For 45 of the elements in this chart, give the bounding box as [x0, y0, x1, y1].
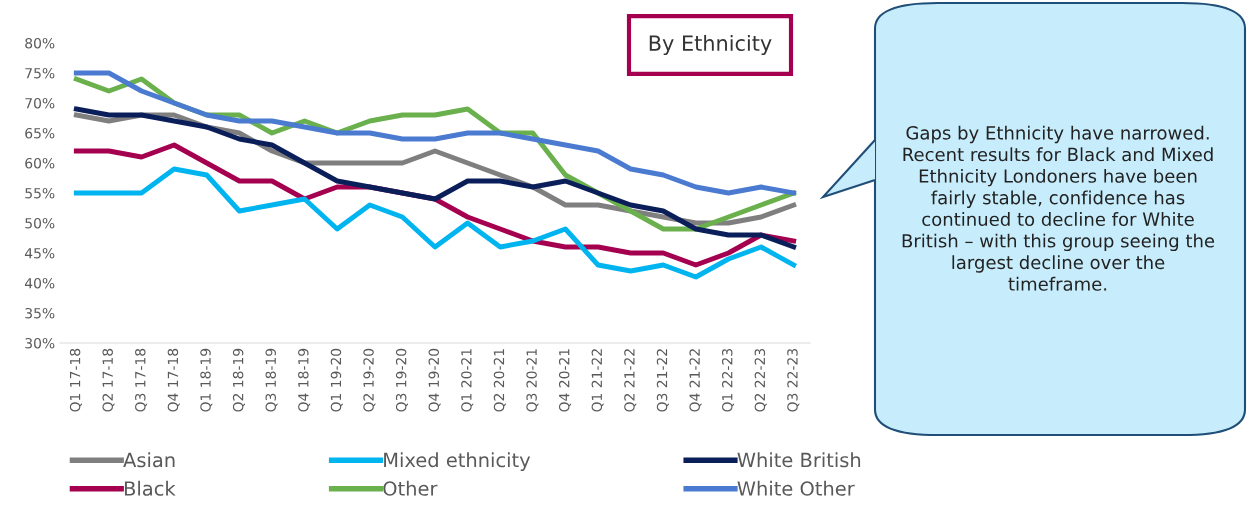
y-tick-label: 30%: [25, 337, 55, 349]
legend-label: Asian: [123, 452, 175, 468]
x-tick-label: Q3 18-19: [265, 348, 278, 412]
x-tick-label: Q2 22-23: [754, 348, 767, 412]
x-tick-label: Q3 22-23: [787, 348, 800, 412]
y-tick-label: 50%: [25, 217, 55, 229]
x-tick-label: Q2 20-21: [493, 349, 506, 412]
x-tick-label: Q3 17-18: [135, 348, 148, 412]
x-tick-label: Q2 21-22: [624, 349, 637, 412]
line-series: [73, 166, 797, 280]
legend-label: White Other: [737, 480, 855, 496]
y-tick-label: 55%: [25, 187, 55, 199]
text: Gaps by Ethnicity have narrowed. Recent results for Black and Mixed Ethnicity Londoners have been fairly stable, confidence has continued to decline for White British – with this group seeing the largest decline over the timeframe.: [902, 125, 1215, 291]
legend-label: White British: [737, 452, 861, 468]
line-series: [73, 70, 797, 196]
x-tick-label: Q2 19-20: [363, 348, 376, 412]
x-tick-label: Q2 18-19: [232, 348, 245, 412]
y-tick-label: 65%: [25, 127, 55, 139]
y-tick-label: 60%: [25, 157, 55, 169]
y-tick-label: 35%: [25, 307, 55, 319]
y-tick-label: 80%: [25, 37, 55, 49]
chart-title: By Ethnicity: [649, 34, 772, 56]
x-tick-label: Q4 17-18: [167, 348, 180, 412]
legend-label: Black: [124, 480, 176, 496]
x-tick-label: Q3 20-21: [526, 349, 539, 412]
y-tick-label: 40%: [24, 277, 55, 289]
x-tick-label: Q4 19-20: [428, 348, 441, 412]
legend-label: Mixed ethnicity: [384, 452, 531, 472]
x-tick-label: Q1 22-23: [722, 348, 735, 412]
legend-label: Other: [383, 480, 438, 496]
x-tick-label: Q1 17-18: [69, 348, 82, 412]
x-tick-label: Q3 19-20: [395, 348, 409, 412]
x-tick-label: Q1 18-19: [200, 348, 213, 412]
y-tick-label: 75%: [25, 67, 55, 79]
y-tick-label: 45%: [24, 247, 55, 259]
x-tick-label: Q1 19-20: [330, 348, 343, 412]
x-tick-label: Q1 21-22: [591, 349, 604, 412]
x-tick-label: Q3 21-22: [656, 349, 669, 412]
x-tick-label: Q4 18-19: [298, 348, 311, 412]
x-tick-label: Q4 21-22: [689, 349, 702, 412]
x-tick-label: Q4 20-21: [558, 349, 572, 412]
x-tick-label: Q2 17-18: [102, 348, 115, 412]
x-tick-label: Q1 20-21: [461, 349, 474, 412]
y-tick-label: 70%: [25, 97, 55, 109]
line-series: [73, 106, 797, 250]
